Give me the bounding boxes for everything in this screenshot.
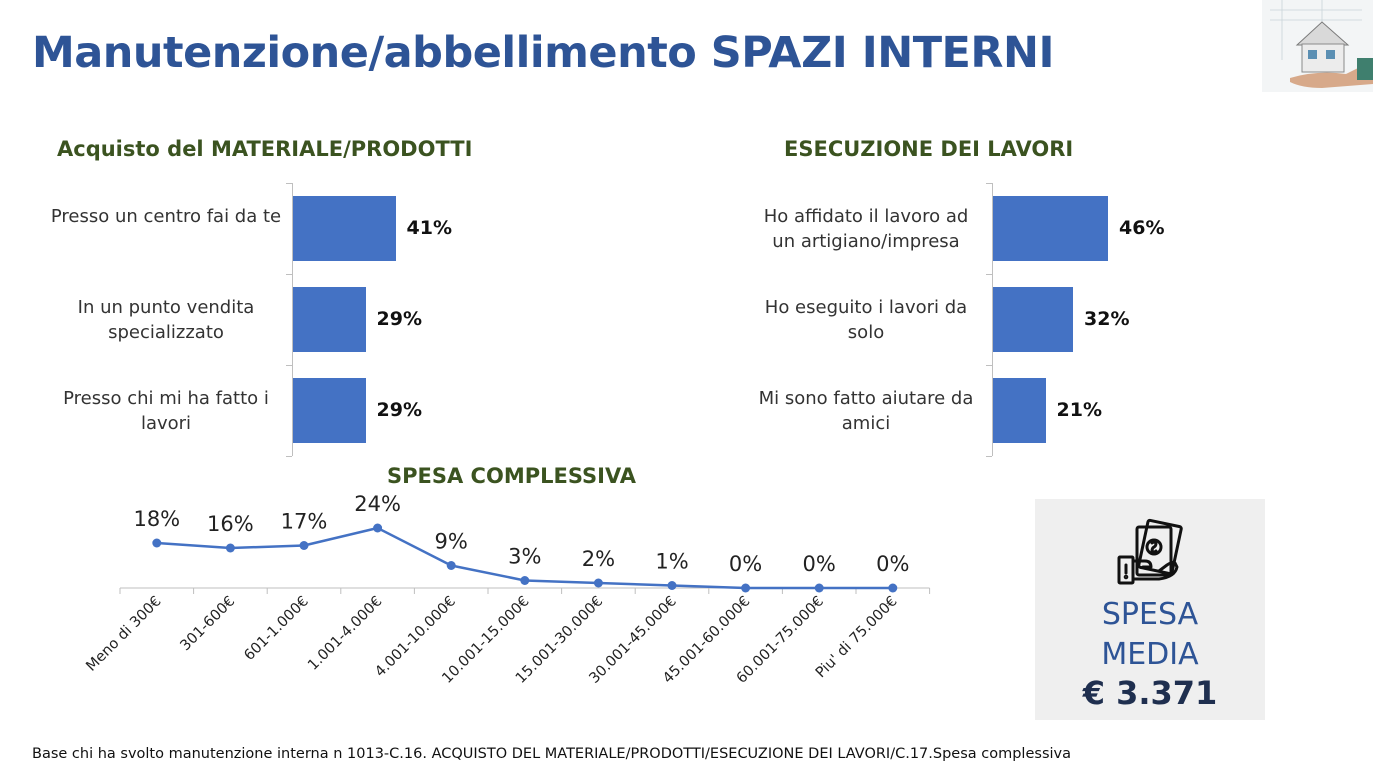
bar bbox=[293, 378, 366, 443]
data-point bbox=[299, 541, 309, 550]
data-label: 3% bbox=[508, 545, 541, 569]
data-point bbox=[814, 583, 824, 593]
data-label: 0% bbox=[729, 552, 762, 576]
house-in-hand-image bbox=[1262, 0, 1373, 92]
bar-value-label: 32% bbox=[1084, 307, 1130, 330]
data-label: 0% bbox=[803, 552, 836, 576]
bar-axis-tick bbox=[286, 274, 292, 275]
spesa-media-box: SPESA MEDIA € 3.371 bbox=[1035, 499, 1265, 720]
bar bbox=[293, 196, 396, 261]
spesa-label-line1: SPESA bbox=[1101, 597, 1199, 632]
x-tick-label: Piu' di 75.000€ bbox=[813, 594, 901, 682]
spesa-label-line2: MEDIA bbox=[1101, 637, 1199, 672]
data-label: 1% bbox=[655, 550, 688, 574]
data-label: 24% bbox=[354, 492, 401, 516]
bar bbox=[993, 378, 1046, 443]
spesa-media-value: € 3.371 bbox=[1082, 674, 1218, 712]
bar-axis-tick bbox=[986, 183, 992, 184]
data-label: 17% bbox=[281, 510, 328, 534]
page-title: Manutenzione/abbellimento SPAZI INTERNI bbox=[32, 28, 1055, 78]
data-point bbox=[888, 583, 898, 593]
data-point bbox=[520, 576, 530, 585]
bar-value-label: 29% bbox=[376, 307, 422, 330]
bar-category-label: Presso chi mi ha fatto i lavori bbox=[63, 387, 269, 434]
bar-value-label: 41% bbox=[406, 216, 452, 239]
data-point bbox=[593, 578, 603, 588]
money-hand-icon bbox=[1115, 517, 1185, 587]
x-tick-label: 601-1.000€ bbox=[241, 594, 311, 664]
bar-category-label: Presso un centro fai da te bbox=[50, 205, 282, 227]
section-title-acquisto: Acquisto del MATERIALE/PRODOTTI bbox=[57, 137, 473, 161]
data-label: 2% bbox=[582, 547, 615, 571]
bar-category-label: Ho eseguito i lavori da solo bbox=[764, 296, 968, 343]
data-point bbox=[225, 543, 235, 553]
bar bbox=[993, 287, 1073, 352]
bar-value-label: 21% bbox=[1056, 398, 1102, 421]
section-title-spesa: SPESA COMPLESSIVA bbox=[387, 464, 637, 488]
bar-value-label: 29% bbox=[376, 398, 422, 421]
bar-category-label: Ho affidato il lavoro ad un artigiano/im… bbox=[763, 205, 969, 252]
bar-axis-line bbox=[992, 183, 993, 456]
bar-category-label: Mi sono fatto aiutare da amici bbox=[758, 387, 974, 434]
bar-axis-tick bbox=[286, 456, 292, 457]
line-chart-svg: 18% Meno di 300€ 16% 301-600€ 17% 601-1.000€ 2… bbox=[83, 492, 931, 687]
section-title-esecuzione: ESECUZIONE DEI LAVORI bbox=[784, 137, 1074, 161]
x-tick-label: Meno di 300€ bbox=[83, 594, 164, 675]
data-point bbox=[667, 581, 677, 590]
footnote: Base chi ha svolto manutenzione interna … bbox=[32, 746, 1071, 762]
bar bbox=[293, 287, 366, 352]
x-tick-label: 1.001-4.000€ bbox=[305, 594, 385, 674]
line-chart-spesa: 18% Meno di 300€ 16% 301-600€ 17% 601-1.000€ 2… bbox=[83, 492, 960, 750]
data-point bbox=[152, 538, 162, 548]
data-label: 9% bbox=[435, 530, 468, 554]
bar-axis-tick bbox=[286, 365, 292, 366]
bar-value-label: 46% bbox=[1119, 216, 1165, 239]
bar-axis-tick bbox=[986, 274, 992, 275]
bar-axis-tick bbox=[286, 183, 292, 184]
data-label: 16% bbox=[207, 512, 254, 536]
bar-chart-acquisto: 41% Presso un centro fai da te 29% In un pu… bbox=[40, 183, 500, 458]
x-tick-label: 301-600€ bbox=[178, 594, 239, 655]
data-label: 0% bbox=[876, 552, 909, 576]
data-point bbox=[446, 561, 456, 570]
bar-axis-tick bbox=[986, 365, 992, 366]
bar-category-label: In un punto vendita specializzato bbox=[77, 296, 255, 343]
bar bbox=[993, 196, 1108, 261]
bar-chart-esecuzione: 46% Ho affidato il lavoro ad un artigiano… bbox=[740, 183, 1200, 458]
bar-axis-tick bbox=[986, 456, 992, 457]
data-point bbox=[373, 523, 383, 533]
bar-axis-line bbox=[292, 183, 293, 456]
data-label: 18% bbox=[133, 507, 180, 531]
data-point bbox=[741, 583, 751, 593]
x-tick-label: 4.001-10.000€ bbox=[372, 594, 459, 681]
